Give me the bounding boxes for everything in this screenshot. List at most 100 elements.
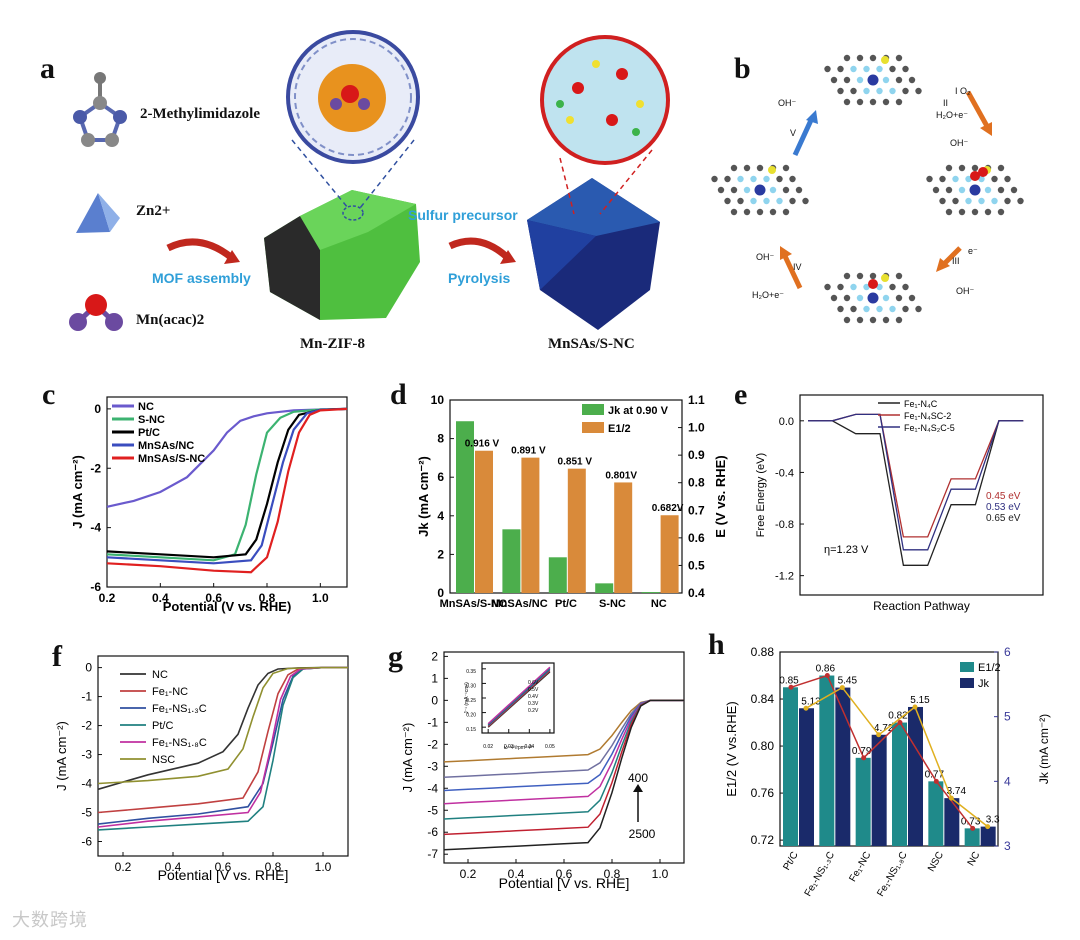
- b-step-3c: OH⁻: [956, 286, 975, 296]
- d-category-label: MnSAs/S-NC: [440, 598, 507, 610]
- y-tick-label: 8: [437, 432, 444, 446]
- y-tick-label: -3: [427, 759, 438, 773]
- chart-h: 0.72 0.76 0.80 0.84 0.88 3 4 5 6 0.855.13 Pt/C 0.86…: [724, 645, 1051, 899]
- c-series-line: [106, 407, 348, 508]
- panel-label-h: h: [708, 628, 725, 661]
- f-legend-label: Pt/C: [152, 720, 173, 732]
- label-pyrolysis: Pyrolysis: [448, 270, 511, 286]
- f-series-line: [97, 666, 348, 831]
- f-legend-label: NSC: [152, 754, 175, 766]
- g-series-line: [443, 699, 684, 851]
- y-tick-label: -0.4: [775, 467, 794, 479]
- h-bar-e12: [892, 722, 907, 846]
- chart-c: 0.2 0.4 0.6 0.8 1.0 0 -2 -4 -6 NCS-NCPt/CMnSAs/NC…: [70, 396, 348, 614]
- h-jk-marker: [912, 704, 918, 710]
- h-bar-jk: [799, 708, 814, 846]
- h-e12-marker: [897, 720, 903, 726]
- d-data-label: 0.851 V: [558, 457, 593, 468]
- d-legend-swatch: [582, 404, 604, 415]
- f-series-line: [97, 666, 348, 785]
- y-tick-label: 4: [437, 509, 444, 523]
- pyrolysis-arrow: [448, 237, 511, 261]
- y-tick-label: 6: [437, 470, 444, 484]
- label-sulfur-precursor: Sulfur precursor: [408, 207, 518, 223]
- y2-tick-label: 0.4: [688, 586, 705, 600]
- snc-zoom-circle: [540, 35, 670, 165]
- x-tick-label: 0.2: [460, 867, 477, 881]
- y-tick-label: 1: [431, 671, 438, 685]
- h-label-j: 5.15: [910, 695, 930, 706]
- plot-frame: [779, 651, 999, 847]
- h-jk-marker: [839, 685, 845, 691]
- b-step-2: II: [943, 98, 949, 108]
- y-tick-label: -1: [81, 690, 92, 704]
- label-mof-assembly: MOF assembly: [152, 270, 251, 286]
- g-xlabel: Potential [V vs. RHE]: [499, 875, 630, 891]
- g-inset-legend: 0.3V: [528, 701, 539, 707]
- y-tick-label: 0: [85, 661, 92, 675]
- x-tick-label: 1.0: [315, 860, 332, 874]
- mn-zif8-crystal: [264, 190, 420, 320]
- y-tick-label: -3: [81, 748, 92, 762]
- c-xlabel: Potential (V vs. RHE): [163, 599, 292, 614]
- y-tick-label: 0.35: [466, 669, 476, 675]
- h-e12-marker: [861, 755, 867, 761]
- c-series-line: [106, 407, 348, 574]
- d-legend-label: Jk at 0.90 V: [608, 405, 669, 417]
- b-step-1: I O₂: [955, 86, 971, 96]
- x-tick-label: 1.0: [312, 591, 329, 605]
- b-graphene-2: [711, 164, 809, 216]
- y-tick-label: 0: [431, 693, 438, 707]
- y-tick-label: 0.80: [751, 739, 775, 753]
- d-bar-jk: [548, 557, 567, 593]
- f-series-line: [97, 666, 348, 814]
- y2-tick-label: 0.9: [688, 448, 705, 462]
- y2-tick-label: 0.8: [688, 476, 705, 490]
- y-tick-label: 0: [437, 586, 444, 600]
- h-bar-jk: [944, 798, 960, 846]
- y-tick-label: 0.0: [779, 416, 794, 428]
- d-y2label: E (V vs. RHE): [713, 455, 728, 537]
- x-tick-label: 0.6: [205, 591, 222, 605]
- y-tick-label: -1: [427, 715, 438, 729]
- y-tick-label: -7: [427, 847, 438, 861]
- f-legend-label: Fe₁-NS₁.₃C: [152, 703, 207, 715]
- b-graphene-3: [926, 164, 1024, 216]
- h-jk-marker: [985, 824, 991, 830]
- y-tick-label: -5: [427, 803, 438, 817]
- b-step-5: V: [790, 128, 797, 138]
- x-tick-label: 0.6: [215, 860, 232, 874]
- y-tick-label: 0.88: [751, 645, 775, 659]
- h-legend-swatch: [960, 678, 974, 688]
- c-series-line: [106, 407, 348, 562]
- y-tick-label: -4: [427, 781, 438, 795]
- y-tick-label: -2: [81, 719, 92, 733]
- e-legend-label: Fe₁-N₄SC-2: [904, 411, 951, 421]
- h-jk-trend: [805, 686, 989, 828]
- d-category-label: MnSAs/NC: [491, 598, 547, 610]
- panel-label-f: f: [52, 640, 62, 673]
- h-label-e: 0.77: [925, 769, 945, 780]
- d-bar-e12: [567, 468, 586, 593]
- e-series-line: [808, 413, 1024, 551]
- e-legend-label: Fe₁-N₄S₂C-5: [904, 423, 955, 433]
- f-ylabel: J (mA cm⁻²): [54, 721, 69, 791]
- h-legend-label: E1/2: [978, 662, 1001, 674]
- x-tick-label: 1.0: [652, 867, 669, 881]
- panel-label-g: g: [388, 640, 403, 673]
- f-legend-label: Fe₁-NS₁.₈C: [152, 737, 207, 749]
- x-tick-label: 0.4: [165, 860, 182, 874]
- x-tick-label: 0.4: [508, 867, 525, 881]
- d-data-label: 0.682V: [652, 503, 684, 514]
- x-tick-label: 0.2: [115, 860, 132, 874]
- y2-tick-label: 3: [1004, 839, 1011, 853]
- b-step-4b: H₂O+e⁻: [752, 290, 785, 300]
- h-bar-jk: [871, 734, 887, 846]
- d-data-label: 0.891 V: [511, 446, 546, 457]
- h-bar-e12: [855, 757, 871, 846]
- g-inset-legend: 0.6V: [528, 680, 539, 686]
- y-tick-label: 2: [431, 649, 438, 663]
- y2-tick-label: 6: [1004, 645, 1011, 659]
